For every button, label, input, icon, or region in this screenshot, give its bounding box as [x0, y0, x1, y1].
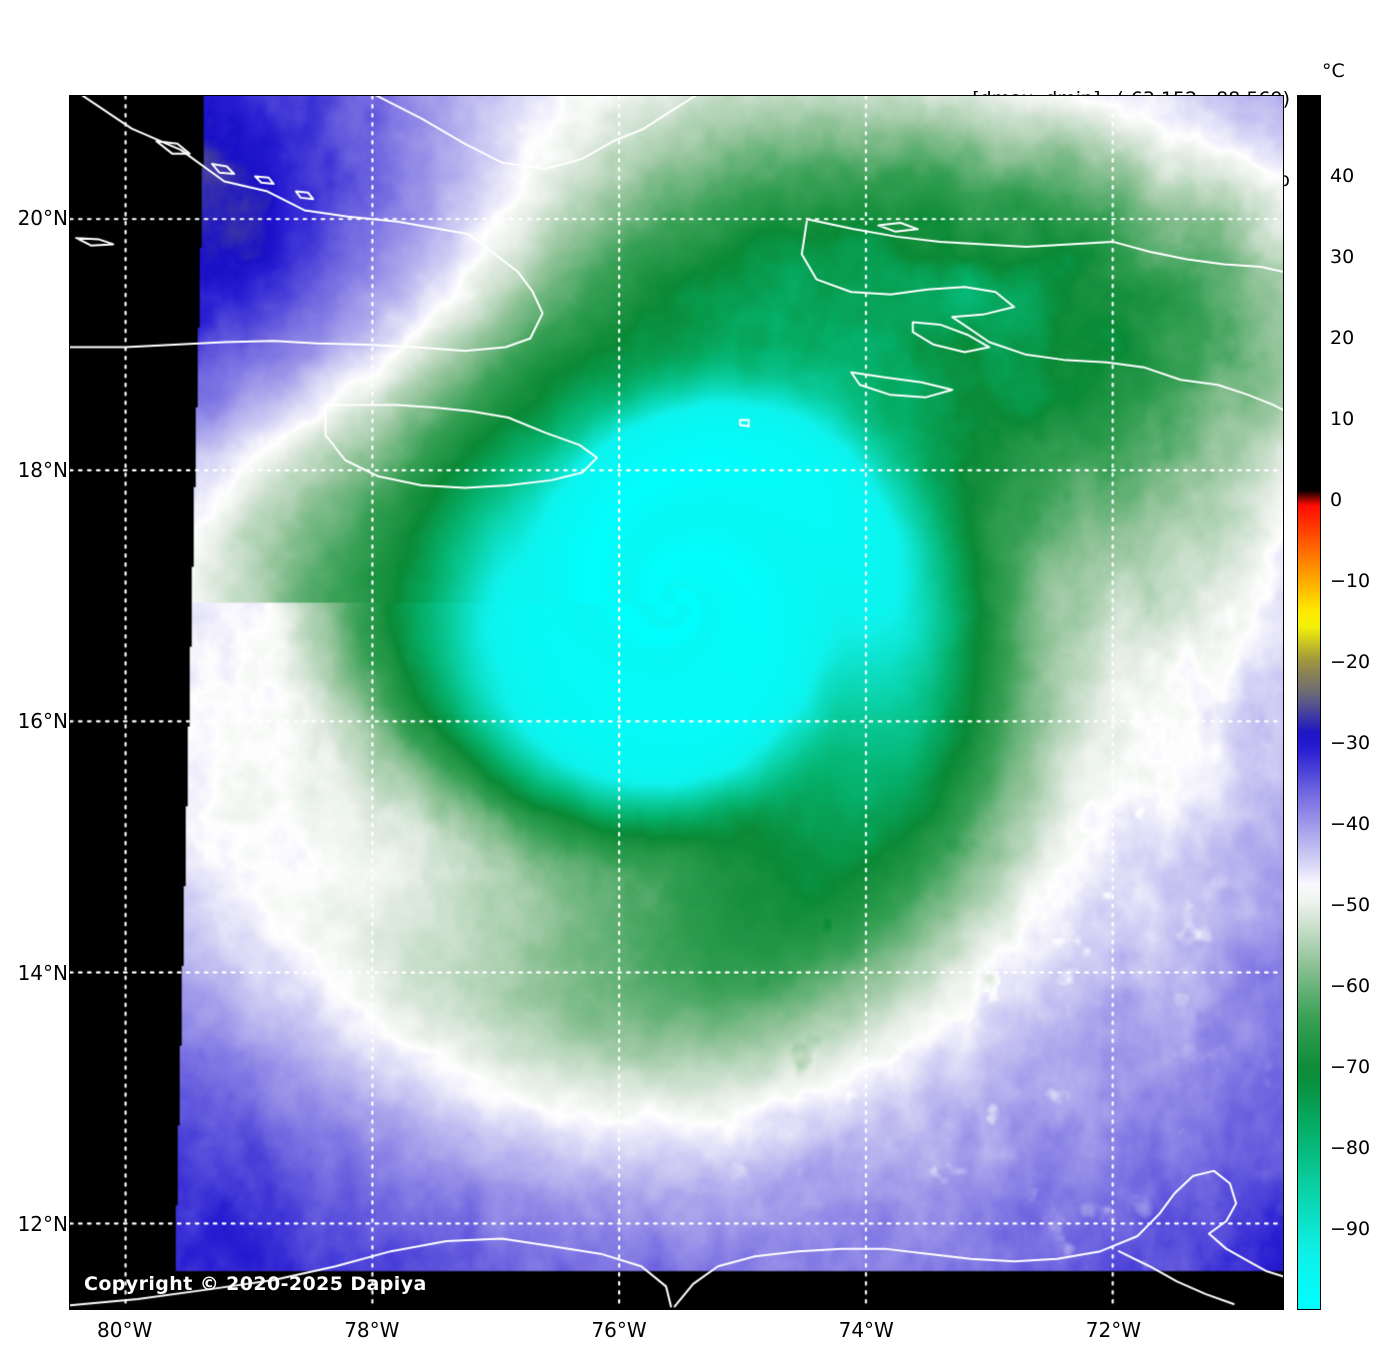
- y-axis-tick-2: 16°N: [17, 709, 68, 734]
- x-axis-tick-1: 78°W: [344, 1318, 400, 1342]
- colorbar-tick-3: 10: [1330, 408, 1355, 430]
- satellite-imagery: [70, 96, 1283, 1309]
- y-axis-tick-0: 20°N: [17, 206, 68, 231]
- x-axis-tick-2: 76°W: [591, 1318, 647, 1342]
- colorbar-tick-12: −80: [1330, 1137, 1371, 1159]
- y-axis-tick-3: 14°N: [17, 960, 68, 985]
- colorbar-gradient: [1298, 96, 1320, 1309]
- colorbar-tick-9: −50: [1330, 894, 1371, 916]
- satellite-image-plot[interactable]: Copyright © 2020-2025 Dapiya: [69, 95, 1284, 1310]
- colorbar-tick-1: 30: [1330, 246, 1355, 268]
- copyright-label: Copyright © 2020-2025 Dapiya: [84, 1273, 427, 1295]
- colorbar-tick-7: −30: [1330, 732, 1371, 754]
- colorbar-tick-4: 0: [1330, 489, 1343, 511]
- y-axis-tick-1: 18°N: [17, 457, 68, 482]
- colorbar-tick-11: −70: [1330, 1056, 1371, 1078]
- colorbar-tick-13: −90: [1330, 1218, 1371, 1240]
- colorbar-tick-2: 20: [1330, 327, 1355, 349]
- colorbar: [1297, 95, 1321, 1310]
- colorbar-tick-10: −60: [1330, 975, 1371, 997]
- colorbar-tick-0: 40: [1330, 165, 1355, 187]
- colorbar-tick-6: −20: [1330, 651, 1371, 673]
- x-axis-tick-0: 80°W: [96, 1318, 153, 1342]
- colorbar-tick-5: −10: [1330, 570, 1371, 592]
- colorbar-tick-8: −40: [1330, 813, 1371, 835]
- x-axis-tick-3: 74°W: [838, 1318, 894, 1342]
- colorbar-unit-label: °C: [1322, 60, 1345, 82]
- y-axis-tick-4: 12°N: [17, 1212, 68, 1237]
- x-axis-tick-4: 72°W: [1085, 1318, 1142, 1342]
